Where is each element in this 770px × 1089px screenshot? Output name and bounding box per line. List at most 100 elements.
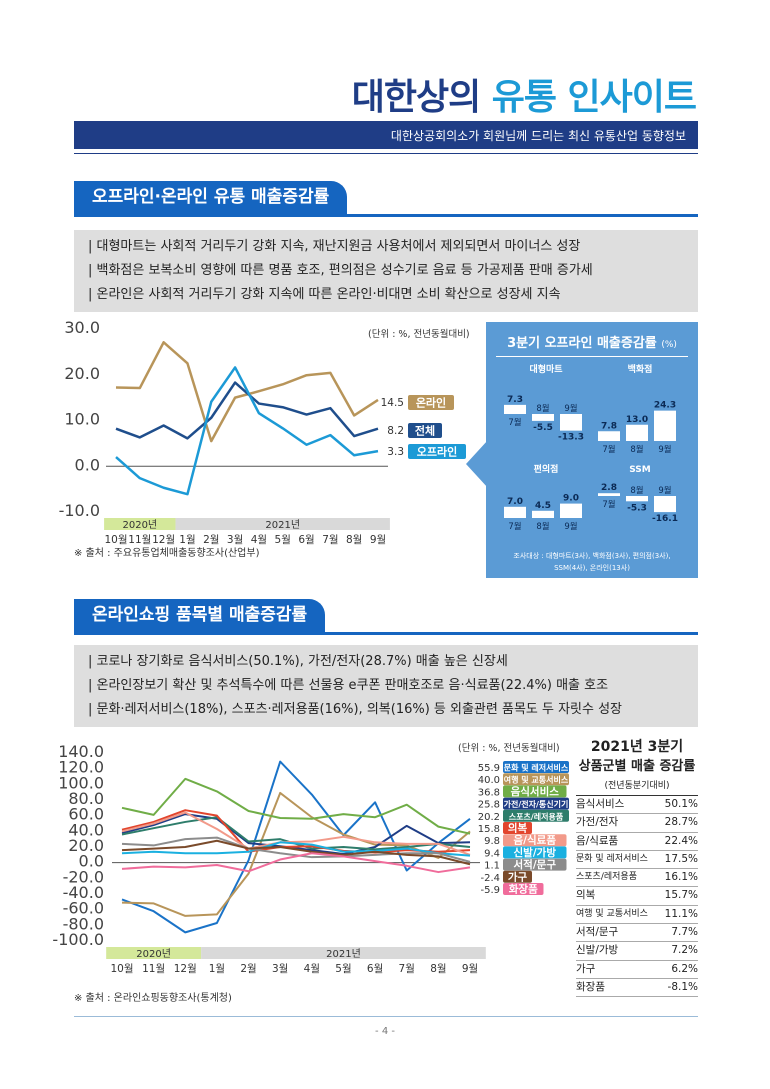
summary-line: | 대형마트는 사회적 거리두기 강화 지속, 재난지원금 사용처에서 제외되면… [88,239,581,254]
x-tick-label: 1월 [209,963,225,975]
panel-title: 3분기 오프라인 매출증감률 (%) [486,332,698,351]
mini-chart-title: 대형마트 [529,363,563,375]
x-tick-label: 12월 [152,534,175,546]
chart-channel-sales: 30.0 20.0 10.0 0.0 -10.0 2020년 2021년 10월 11월 12월 1… [59,318,466,546]
mini-chart-title: 백화점 [628,363,653,375]
table-row: 신발/가방 7.2% [576,942,698,961]
summary-line: | 온라인장보기 확산 및 추석특수에 따른 선물용 e쿠폰 판매호조로 음·식… [88,678,609,693]
mini-bar-value: -5.3 [627,503,647,513]
series-label-box [503,761,569,773]
table-cell-name: 여행 및 교통서비스 [576,908,648,919]
series-end-value: 9.4 [484,848,500,859]
mini-bar-value: -13.3 [558,433,584,443]
mini-chart-title: SSM [629,465,651,475]
table-row: 화장품 -8.1% [576,979,698,998]
series-line [121,836,471,863]
table-cell-value: 11.1% [664,907,698,920]
mini-chart-title: 편의점 [534,463,559,475]
y-tick-label: -60.0 [63,899,104,918]
mini-bar-category: 7월 [508,521,521,532]
x-group-label: 2021년 [326,948,361,960]
mini-bar-category: 7월 [602,499,615,510]
offline-panel: 3분기 오프라인 매출증감률 (%) 대형마트 7.3 7월 -5.5 8월 -13.3 9… [486,322,698,578]
panel-rule [496,356,688,357]
series-line [121,852,471,874]
x-group-band [106,947,202,959]
mini-bar-category: 9월 [658,485,671,496]
mini-bar-category: 8월 [630,485,643,496]
title-accent: 유통 인사이트 [491,77,697,118]
summary-line: | 백화점은 보복소비 영향에 따른 명품 호조, 편의점은 성수기로 음료 등… [88,263,593,278]
series-label-box [503,773,569,786]
mini-bar [626,496,648,502]
mini-bar-value: 9.0 [563,494,579,504]
y-tick-label: 40.0 [68,820,104,839]
mini-bar [560,503,582,518]
panel-note-line: 조사대상 : 대형마트(3사), 백화점(3사), 편의점(3사), [513,552,671,560]
x-tick-label: 6월 [367,963,383,975]
series-end-value: 9.8 [484,836,500,847]
title-main: 대한상의 [351,77,492,118]
series-label-box [503,797,569,810]
section2-summary: | 코로나 장기화로 음식서비스(50.1%), 가전/전자(28.7%) 매출… [74,645,698,727]
mini-bar-value: 24.3 [654,401,676,411]
x-group-label: 2020년 [122,519,157,531]
section1-title: 오프라인·온라인 유통 매출증감률 [74,181,348,214]
table-row: 서적/문구 7.7% [576,924,698,943]
series-line [121,813,471,856]
series-end-value: 36.8 [478,787,500,798]
x-tick-label: 3월 [272,963,288,975]
mini-bar [626,424,648,441]
series-label-box [503,785,567,798]
summary-line: | 코로나 장기화로 음식서비스(50.1%), 가전/전자(28.7%) 매출… [88,654,508,669]
table-cell-value: 6.2% [671,962,698,975]
y-tick-label: 20.0 [64,364,100,383]
table-cell-value: 7.2% [671,944,698,957]
mini-bar-value: 13.0 [626,415,648,425]
y-tick-label: 30.0 [64,318,100,337]
mini-bar [560,414,582,431]
x-tick-label: 1월 [179,534,195,546]
table-row: 가구 6.2% [576,961,698,979]
table-row: 스포츠/레저용품 16.1% [576,869,698,888]
series-name: 가구 [508,870,528,883]
chart2-unit-note: (단위 : %, 전년동월대비) [458,743,560,754]
y-tick-label: 100.0 [58,773,104,792]
series-line [121,839,471,866]
series-line [115,381,379,440]
table-cell-value: 22.4% [664,834,698,847]
series-end-value: 1.1 [484,861,500,872]
series-label-box [503,883,544,895]
chart1-source: ※ 출처 : 주요유통업체매출동향조사(산업부) [74,548,260,559]
mini-bar [654,496,676,513]
panel-note-line: SSM(4사), 온라인(13사) [554,564,630,572]
chart1-unit-note: (단위 : %, 전년동월대비) [368,329,470,340]
y-tick-label: -80.0 [63,914,104,933]
x-tick-label: 9월 [462,963,478,975]
series-label-box [503,822,532,834]
series-label-box [503,809,569,822]
subtitle-bar: 대한상공회의소가 회원님께 드리는 최신 유통산업 동향정보 [74,121,698,149]
x-tick-label: 9월 [370,534,386,546]
series-label-box [503,846,567,859]
x-group-band [201,947,486,959]
series-name: 의복 [508,822,528,835]
table-cell-name: 의복 [576,889,596,902]
y-tick-label: 60.0 [68,805,104,824]
section1-rule [74,214,698,217]
y-tick-label: 10.0 [64,410,100,429]
table-row: 가전/전자 28.7% [576,814,698,833]
mini-bar-category: 7월 [508,417,521,428]
mini-bar-value: 2.8 [601,483,617,493]
x-group-label: 2021년 [265,519,300,531]
series-label-box [408,395,454,410]
summary-line: | 온라인은 사회적 거리두기 강화 지속에 따른 온라인·비대면 소비 확산으… [88,287,561,302]
table-subtitle: (전년동분기대비) [604,781,670,791]
series-name: 오프라인 [417,445,457,459]
x-tick-label: 10월 [104,534,127,546]
x-tick-label: 7월 [399,963,415,975]
x-tick-label: 3월 [227,534,243,546]
page-number: - 4 - [375,1026,395,1037]
series-line [121,777,471,835]
